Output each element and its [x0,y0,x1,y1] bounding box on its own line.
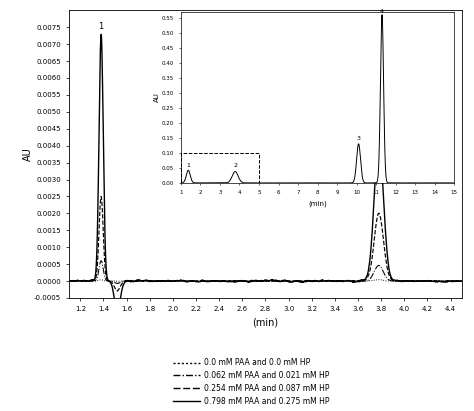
Text: (2) TPPO: (2) TPPO [210,167,243,176]
Text: 2: 2 [376,130,382,139]
X-axis label: (min): (min) [252,317,279,327]
Y-axis label: AU: AU [23,147,33,161]
Text: (4) TPP: (4) TPP [305,167,332,176]
Legend: 0.0 mM PAA and 0.0 mM HP, 0.062 mM PAA and 0.021 mM HP, 0.254 mM PAA and 0.087 m: 0.0 mM PAA and 0.0 mM HP, 0.062 mM PAA a… [171,357,331,407]
Text: (3) MTS: (3) MTS [305,141,334,150]
Text: (1) MTSO: (1) MTSO [210,141,246,150]
Text: 1: 1 [99,22,104,30]
